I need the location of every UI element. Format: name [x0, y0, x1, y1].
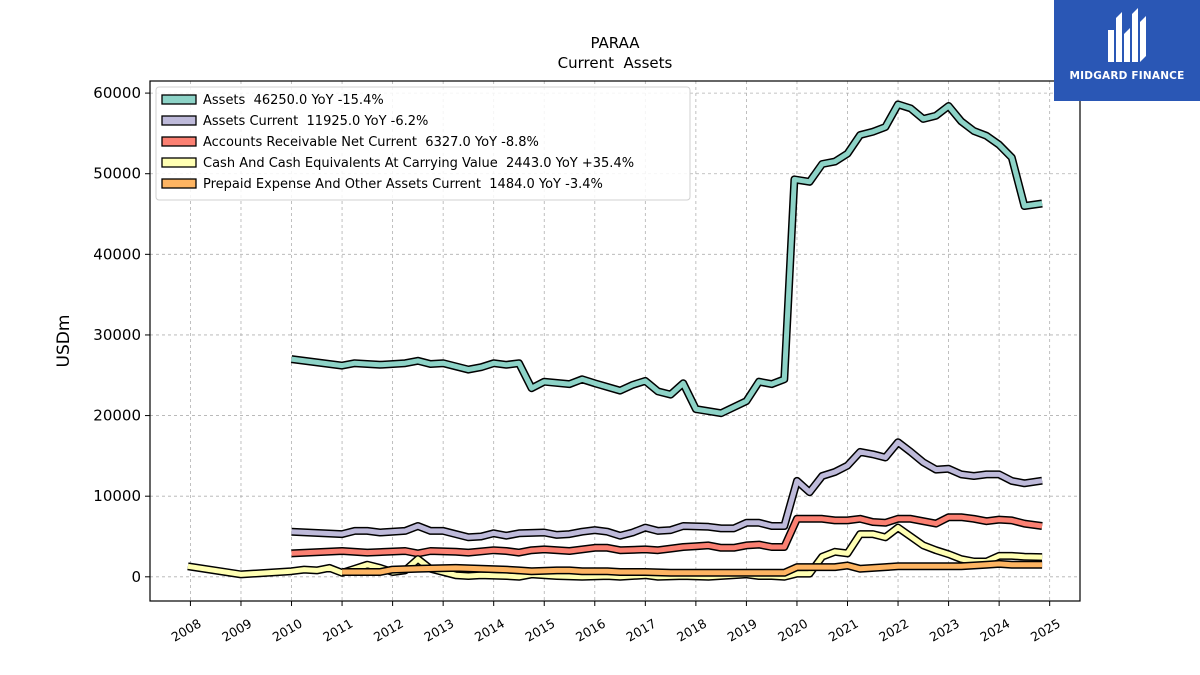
legend-box: [155, 86, 691, 201]
x-tick-label: 2013: [421, 616, 456, 645]
legend-label: Assets Current 11925.0 YoY -6.2%: [203, 114, 428, 129]
series-line: [291, 513, 1043, 558]
chart-title: PARAA: [590, 34, 640, 52]
series-stroke: [291, 514, 1043, 556]
chart-subtitle: Current Assets: [558, 54, 673, 72]
series-stroke: [291, 101, 1043, 416]
legend-swatch: [161, 157, 197, 168]
series-line: [187, 523, 1043, 581]
legend-swatch: [161, 178, 197, 189]
series-stroke: [187, 525, 1043, 580]
x-tick-label: 2020: [775, 616, 810, 645]
legend-swatch: [161, 136, 197, 147]
logo-text: MIDGARD FINANCE: [1069, 70, 1185, 82]
y-tick-label: 10000: [93, 487, 141, 505]
legend-swatch: [161, 115, 197, 126]
logo: MIDGARD FINANCE: [1054, 0, 1200, 101]
series-line: [290, 100, 1043, 418]
x-tick-label: 2024: [977, 616, 1012, 645]
x-tick-label: 2025: [1028, 616, 1063, 645]
x-tick-label: 2015: [522, 616, 557, 645]
series-line: [291, 438, 1043, 542]
y-tick-label: 60000: [93, 84, 141, 102]
legend-label: Cash And Cash Equivalents At Carrying Va…: [203, 156, 634, 171]
x-tick-label: 2018: [674, 616, 709, 645]
series-layer: [187, 100, 1043, 581]
legend-label: Assets 46250.0 YoY -15.4%: [203, 93, 384, 108]
x-tick-label: 2011: [320, 616, 355, 645]
y-tick-label: 20000: [93, 407, 141, 425]
x-tick-label: 2021: [826, 616, 861, 645]
legend-label: Accounts Receivable Net Current 6327.0 Y…: [203, 135, 539, 150]
x-tick-label: 2022: [876, 616, 911, 645]
y-axis-label: USDm: [54, 315, 74, 368]
y-tick-label: 30000: [93, 326, 141, 344]
x-tick-label: 2017: [624, 616, 659, 645]
series-stroke: [342, 561, 1043, 576]
y-tick-label: 0: [131, 568, 141, 586]
x-tick-label: 2016: [573, 616, 608, 645]
x-tick-label: 2023: [927, 616, 962, 645]
plot-frame: [149, 80, 1081, 602]
series-line: [342, 559, 1043, 577]
y-tick-label: 50000: [93, 165, 141, 183]
x-tick-label: 2009: [219, 616, 254, 645]
series-stroke: [291, 439, 1043, 540]
x-tick-label: 2019: [725, 616, 760, 645]
legend-label: Prepaid Expense And Other Assets Current…: [203, 177, 603, 192]
y-tick-label: 40000: [93, 245, 141, 263]
x-tick-label: 2010: [270, 616, 305, 645]
x-tick-label: 2008: [169, 616, 204, 645]
x-tick-label: 2012: [371, 616, 406, 645]
x-tick-label: 2014: [472, 616, 507, 645]
logo-mark-icon: [1108, 8, 1146, 62]
legend: Assets 46250.0 YoY -15.4% Assets Current …: [155, 86, 691, 201]
legend-swatch: [161, 94, 197, 105]
